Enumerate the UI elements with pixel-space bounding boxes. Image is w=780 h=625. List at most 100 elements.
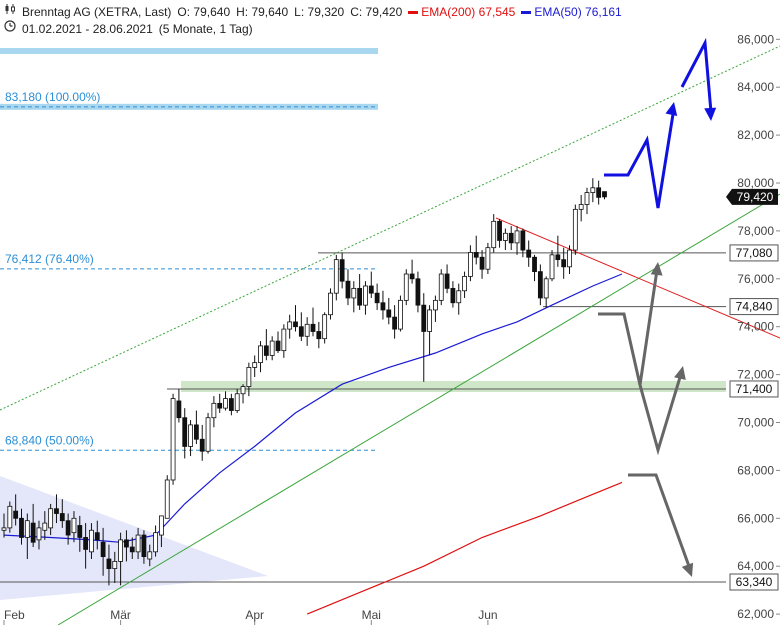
candle-body-102 xyxy=(596,187,602,198)
y-tick-label-5: 72,000 xyxy=(737,368,774,382)
candle-body-80 xyxy=(467,252,473,277)
candle-body-62 xyxy=(363,285,368,306)
level-label-3: 63,340 xyxy=(736,575,773,589)
candle-body-59 xyxy=(345,280,351,299)
y-tick-label-11: 84,000 xyxy=(737,80,774,94)
candle-body-34 xyxy=(199,438,205,452)
candle-body-74 xyxy=(433,299,438,311)
candle-body-24 xyxy=(141,534,147,558)
bear-scenario-path-3 xyxy=(628,473,692,570)
clock-icon xyxy=(4,20,16,37)
candle-body-1 xyxy=(7,505,13,529)
candle-body-38 xyxy=(223,398,228,409)
candle-body-39 xyxy=(228,398,234,411)
candle-body-91 xyxy=(532,256,537,273)
candle-body-7 xyxy=(42,522,48,531)
level-label-2: 71,400 xyxy=(736,382,773,396)
y-tick-label-10: 82,000 xyxy=(737,128,774,142)
candle-body-6 xyxy=(36,527,42,541)
candle-body-68 xyxy=(398,299,403,330)
candle-body-57 xyxy=(333,259,339,294)
candle-body-45 xyxy=(263,345,269,356)
candle-body-101 xyxy=(590,187,596,193)
ema50-legend: EMA(50) 76,161 xyxy=(521,4,622,20)
candle-body-55 xyxy=(322,314,328,340)
ema50-swatch xyxy=(521,10,532,14)
candle-body-86 xyxy=(502,232,508,241)
ema50-line xyxy=(3,273,623,543)
candle-body-37 xyxy=(217,402,223,409)
candle-body-65 xyxy=(380,302,386,311)
y-tick-label-4: 70,000 xyxy=(737,416,774,430)
candle-body-63 xyxy=(368,285,374,294)
x-tick-label-1: Mär xyxy=(110,608,131,622)
candle-body-87 xyxy=(508,232,514,244)
low-value: L: 79,320 xyxy=(294,4,345,19)
candle-body-95 xyxy=(555,254,561,261)
level-label-0: 77,080 xyxy=(736,246,773,260)
fib-76-label: 76,412 (76.40%) xyxy=(5,252,94,266)
y-tick-label-6: 74,000 xyxy=(737,320,774,334)
triangle-pattern xyxy=(0,476,268,600)
candle-body-98 xyxy=(572,208,578,251)
candle-body-99 xyxy=(578,204,584,210)
y-tick-label-7: 76,000 xyxy=(737,272,774,286)
level-box-2 xyxy=(729,380,779,398)
bull-scenario-path-2 xyxy=(680,37,713,113)
open-value: O: 79,640 xyxy=(177,4,231,19)
candle-body-76 xyxy=(444,273,450,289)
fib-50-label: 68,840 (50.00%) xyxy=(5,433,94,447)
candle-body-77 xyxy=(450,287,456,304)
candle-body-23 xyxy=(135,534,141,553)
zones-layer: 83,180 (100.00%) 76,412 (76.40%) 68,840 (5… xyxy=(0,48,726,600)
x-tick-label-0: Feb xyxy=(4,608,25,622)
period-note: (5 Monate, 1 Tag) xyxy=(158,21,253,36)
support-zone xyxy=(181,380,726,392)
candle-body-20 xyxy=(118,539,123,562)
level-label-1: 74,840 xyxy=(736,300,773,314)
candle-body-75 xyxy=(438,273,444,301)
candle-body-14 xyxy=(83,537,89,550)
candle-body-81 xyxy=(473,252,479,258)
candle-body-94 xyxy=(549,254,555,280)
ema50-label: EMA(50) xyxy=(534,4,582,19)
candle-body-64 xyxy=(374,292,380,304)
candle-body-35 xyxy=(205,417,211,452)
candle-body-5 xyxy=(30,522,36,543)
bull-scenario-arrowhead-2 xyxy=(704,107,717,121)
instrument-title: Brenntag AG (XETRA, Last) xyxy=(22,4,172,19)
channel-upper-line xyxy=(0,45,780,411)
candle-body-31 xyxy=(182,417,188,447)
candle-body-47 xyxy=(275,340,281,352)
candle-body-51 xyxy=(298,326,304,337)
candle-body-60 xyxy=(351,287,357,299)
top-fib-band xyxy=(0,48,378,54)
lines-layer xyxy=(0,45,780,625)
candle-body-15 xyxy=(89,529,94,553)
x-tick-label-3: Mai xyxy=(362,608,381,622)
candle-body-4 xyxy=(24,520,30,538)
candle-body-49 xyxy=(287,321,293,330)
header-row-prices: Brenntag AG (XETRA, Last) O: 79,640 H: 7… xyxy=(4,3,622,20)
y-tick-label-0: 62,000 xyxy=(737,607,774,621)
ema200-legend: EMA(200) 67,545 xyxy=(408,4,515,20)
candle-body-44 xyxy=(258,345,263,364)
candle-body-46 xyxy=(269,340,275,356)
candle-body-88 xyxy=(514,230,520,244)
candle-body-70 xyxy=(409,273,415,280)
ema50-value: 76,161 xyxy=(585,4,622,19)
y-tick-label-3: 68,000 xyxy=(737,463,774,477)
y-tick-label-12: 86,000 xyxy=(737,32,774,46)
candle-body-28 xyxy=(164,479,170,519)
last-price-label: 79,420 xyxy=(737,190,774,204)
candle-body-41 xyxy=(240,386,246,395)
candle-body-71 xyxy=(415,278,421,306)
candle-body-18 xyxy=(106,558,112,569)
candle-body-10 xyxy=(59,513,65,522)
bear-scenario-arrowhead-2 xyxy=(674,366,686,380)
bear-scenario-arrowhead-3 xyxy=(681,562,694,577)
candle-body-72 xyxy=(421,304,427,332)
candle-body-21 xyxy=(124,539,129,548)
bear-scenario-arrowhead-1 xyxy=(650,262,663,276)
